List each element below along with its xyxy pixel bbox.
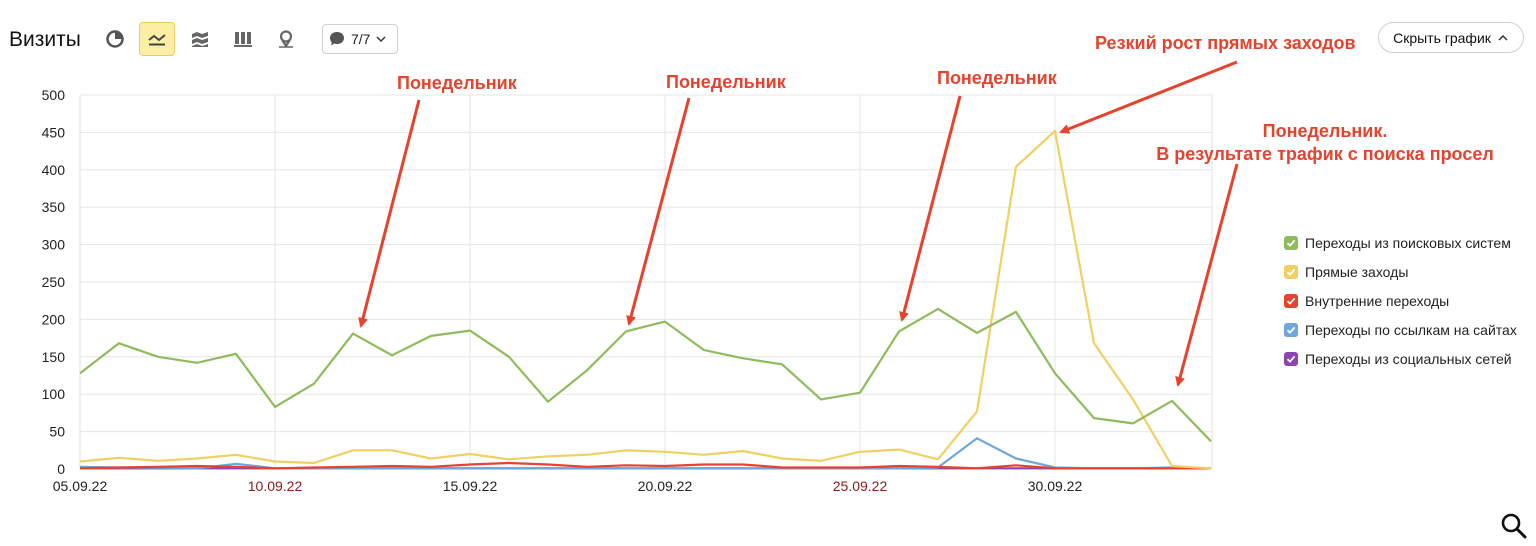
search-icon	[1501, 513, 1527, 539]
y-tick-label: 350	[42, 199, 66, 215]
annotation-arrow-4	[1059, 60, 1238, 134]
legend-label: Переходы из поисковых систем	[1305, 234, 1511, 251]
search-button[interactable]	[1500, 512, 1528, 540]
line-chart-icon	[148, 34, 166, 46]
y-tick-label: 200	[42, 311, 66, 327]
y-axis: 0 50 100 150 200 250 300 350 400 450 500	[42, 87, 66, 477]
series-count-dropdown[interactable]: 7/7	[322, 24, 398, 54]
series-line-1[interactable]	[79, 129, 1212, 470]
x-tick-label: 30.09.22	[1028, 478, 1083, 494]
bar-chart-button[interactable]	[225, 22, 261, 56]
annotation-arrow-3	[899, 95, 962, 322]
y-tick-label: 50	[49, 424, 65, 440]
y-tick-label: 150	[42, 349, 66, 365]
legend-item[interactable]: Внутренние переходы	[1284, 286, 1517, 315]
line-chart-button[interactable]	[139, 22, 175, 56]
annotation-arrow-5	[1175, 163, 1239, 387]
legend-label: Переходы по ссылкам на сайтах	[1305, 321, 1517, 338]
pie-chart-button[interactable]	[97, 22, 133, 56]
annotation-monday-final-line2: В результате трафик с поиска просел	[1156, 144, 1494, 164]
annotation-arrow-1	[358, 99, 421, 328]
legend-item[interactable]: Переходы по ссылкам на сайтах	[1284, 315, 1517, 344]
y-tick-label: 400	[42, 162, 66, 178]
area-chart-icon	[192, 32, 208, 47]
chart-series	[79, 129, 1212, 470]
annotation-monday-1: Понедельник	[397, 73, 517, 93]
series-line-2[interactable]	[79, 461, 1211, 470]
chart-toolbar: Визиты	[0, 0, 1536, 80]
y-tick-label: 450	[42, 124, 66, 140]
y-tick-label: 100	[42, 386, 66, 402]
annotation-direct-growth: Резкий рост прямых заходов	[1095, 33, 1356, 53]
checkbox-icon	[1284, 351, 1298, 366]
annotation-arrow-2	[626, 97, 691, 326]
annotation-monday-final: Понедельник. В результате трафик с поиск…	[1145, 120, 1505, 166]
legend-item[interactable]: Переходы из социальных сетей	[1284, 344, 1517, 373]
page-title: Визиты	[9, 28, 81, 51]
y-tick-label: 300	[42, 237, 66, 253]
series-line-3[interactable]	[79, 437, 1212, 470]
x-tick-label: 15.09.22	[443, 478, 498, 494]
series-count-label: 7/7	[351, 31, 371, 47]
legend-item[interactable]: Переходы из поисковых систем	[1284, 228, 1517, 257]
chart-grid	[79, 94, 1213, 470]
legend-item[interactable]: Прямые заходы	[1284, 257, 1517, 286]
x-tick-label: 20.09.22	[638, 478, 693, 494]
comment-icon	[330, 32, 344, 46]
y-tick-label: 250	[42, 274, 66, 290]
legend-label: Прямые заходы	[1305, 263, 1409, 280]
hide-chart-button[interactable]: Скрыть график	[1378, 22, 1524, 53]
chevron-down-icon	[376, 36, 386, 43]
chart-legend: Переходы из поисковых систем Прямые заход…	[1284, 228, 1517, 373]
annotation-monday-3: Понедельник	[937, 68, 1057, 88]
bar-chart-icon	[234, 32, 252, 47]
checkbox-icon	[1284, 235, 1298, 250]
x-axis: 05.09.22 10.09.22 15.09.22 20.09.22 25.09.22…	[53, 478, 1083, 494]
series-line-0[interactable]	[79, 307, 1212, 443]
annotation-monday-final-line1: Понедельник.	[1262, 121, 1388, 141]
y-tick-label: 0	[57, 461, 65, 477]
x-tick-label: 05.09.22	[53, 478, 108, 494]
area-chart-button[interactable]	[182, 22, 218, 56]
legend-label: Внутренние переходы	[1305, 292, 1450, 309]
annotation-arrows	[358, 60, 1239, 387]
checkbox-icon	[1284, 293, 1298, 308]
checkbox-icon	[1284, 264, 1298, 279]
x-tick-label: 10.09.22	[248, 478, 303, 494]
y-tick-label: 500	[42, 87, 66, 103]
chevron-up-icon	[1498, 34, 1508, 41]
map-chart-button[interactable]	[268, 22, 304, 56]
map-pin-icon	[279, 30, 293, 49]
annotation-monday-2: Понедельник	[666, 72, 786, 92]
hide-chart-label: Скрыть график	[1393, 29, 1491, 46]
legend-label: Переходы из социальных сетей	[1305, 350, 1512, 367]
checkbox-icon	[1284, 322, 1298, 337]
x-tick-label: 25.09.22	[833, 478, 888, 494]
pie-chart-icon	[106, 30, 124, 48]
